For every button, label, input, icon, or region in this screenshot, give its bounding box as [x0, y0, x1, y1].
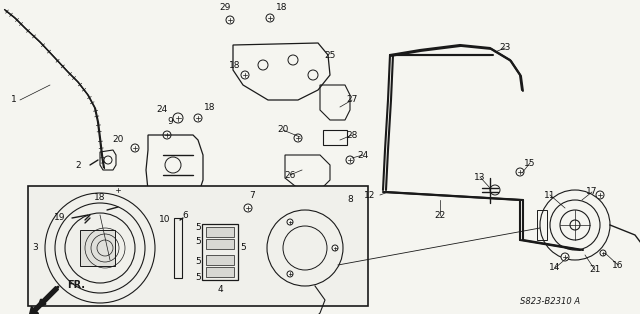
- Text: 5: 5: [195, 273, 201, 283]
- Bar: [206, 239, 234, 249]
- Text: 19: 19: [54, 214, 66, 223]
- Circle shape: [241, 71, 249, 79]
- FancyArrow shape: [29, 287, 58, 314]
- Circle shape: [332, 245, 338, 251]
- Bar: [28, 186, 368, 306]
- Text: 12: 12: [364, 191, 376, 199]
- Bar: [202, 224, 238, 280]
- Circle shape: [287, 271, 293, 277]
- Bar: [174, 218, 182, 278]
- Bar: [206, 255, 234, 265]
- Bar: [323, 130, 347, 145]
- Text: S823-B2310 A: S823-B2310 A: [520, 297, 580, 306]
- Circle shape: [294, 134, 302, 142]
- Circle shape: [266, 14, 274, 22]
- Text: 15: 15: [524, 159, 536, 167]
- Text: 10: 10: [159, 215, 171, 225]
- Circle shape: [244, 204, 252, 212]
- Circle shape: [114, 186, 122, 194]
- Text: 23: 23: [499, 44, 511, 52]
- Text: 18: 18: [229, 61, 241, 69]
- Bar: [206, 267, 234, 277]
- Text: 26: 26: [284, 171, 296, 180]
- Text: 24: 24: [156, 106, 168, 115]
- Text: 11: 11: [544, 191, 556, 199]
- Text: 13: 13: [474, 172, 486, 181]
- Circle shape: [194, 114, 202, 122]
- Circle shape: [596, 191, 604, 199]
- Circle shape: [226, 16, 234, 24]
- Text: 25: 25: [324, 51, 336, 59]
- Bar: [537, 210, 547, 240]
- Text: 27: 27: [346, 95, 358, 105]
- Text: 24: 24: [357, 150, 369, 160]
- Text: 17: 17: [586, 187, 598, 197]
- Text: 20: 20: [277, 126, 289, 134]
- Text: 18: 18: [94, 193, 106, 203]
- Text: 1: 1: [11, 95, 17, 105]
- Text: 21: 21: [589, 266, 601, 274]
- Bar: [206, 227, 234, 237]
- Text: 16: 16: [612, 261, 624, 269]
- Text: 5: 5: [195, 224, 201, 232]
- Text: 8: 8: [347, 196, 353, 204]
- Circle shape: [131, 144, 139, 152]
- Text: 2: 2: [75, 160, 81, 170]
- Text: 9: 9: [167, 117, 173, 127]
- Text: 5: 5: [195, 237, 201, 246]
- Text: 4: 4: [217, 285, 223, 295]
- Circle shape: [516, 168, 524, 176]
- Text: 28: 28: [346, 131, 358, 139]
- Text: 18: 18: [204, 104, 216, 112]
- Text: 18: 18: [276, 3, 288, 13]
- Circle shape: [600, 250, 606, 256]
- Text: 5: 5: [195, 257, 201, 267]
- Circle shape: [346, 156, 354, 164]
- Bar: [80, 230, 115, 266]
- Circle shape: [173, 113, 183, 123]
- Circle shape: [287, 219, 293, 225]
- Text: 3: 3: [32, 243, 38, 252]
- Text: 6: 6: [182, 210, 188, 219]
- Text: 5: 5: [240, 243, 246, 252]
- Text: 22: 22: [435, 210, 445, 219]
- Circle shape: [561, 253, 569, 261]
- Text: FR.: FR.: [67, 280, 85, 290]
- Text: 29: 29: [220, 3, 230, 13]
- Circle shape: [163, 131, 171, 139]
- Text: 14: 14: [549, 263, 561, 273]
- Text: 20: 20: [112, 136, 124, 144]
- Text: 7: 7: [249, 192, 255, 201]
